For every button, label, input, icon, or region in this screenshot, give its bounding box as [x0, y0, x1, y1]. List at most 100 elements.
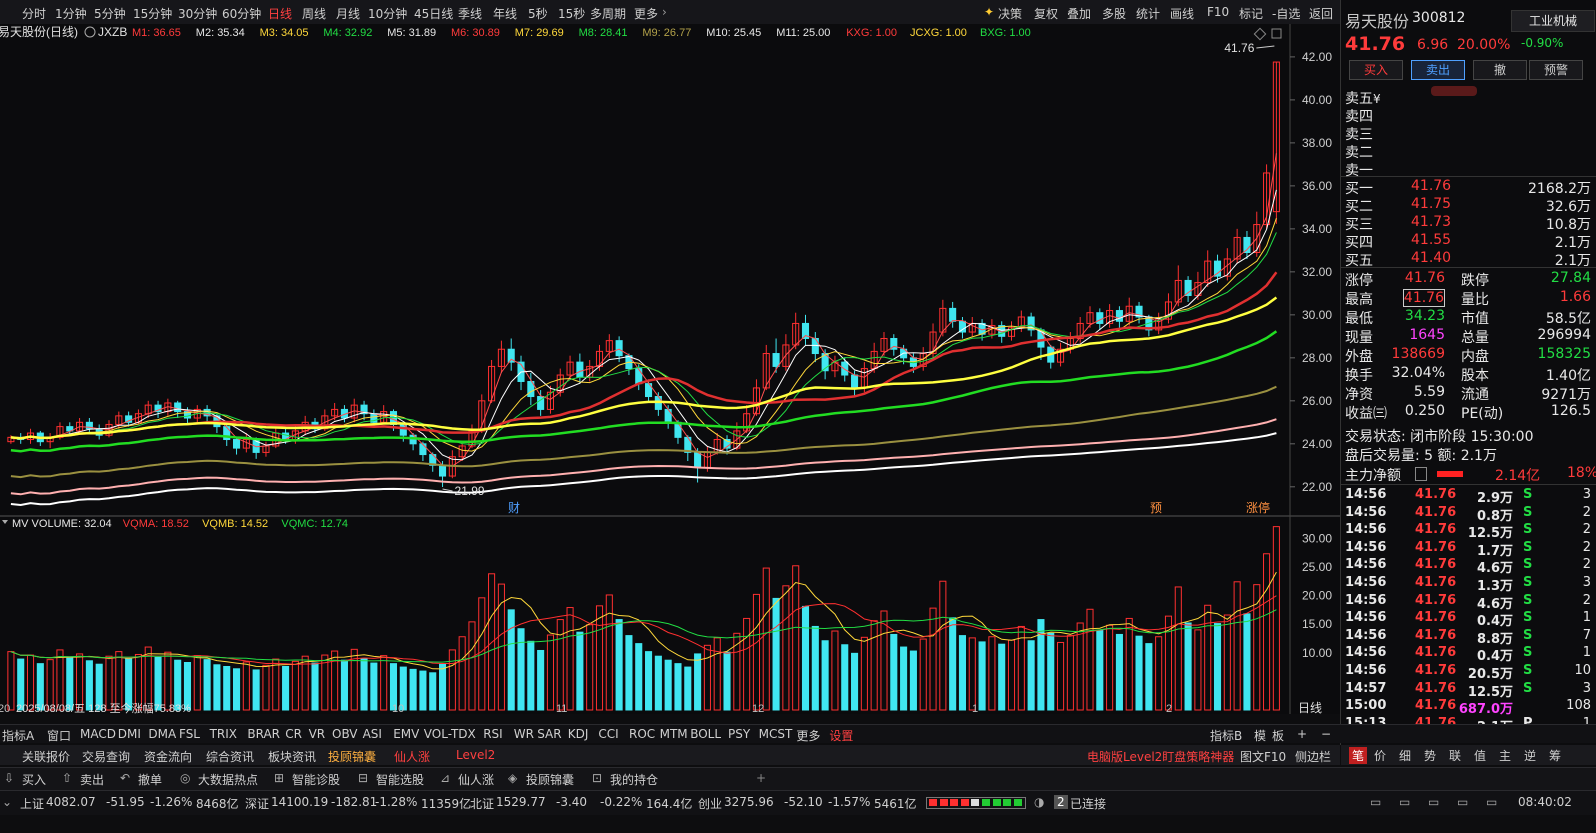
- panel-tab-0[interactable]: 笔: [1349, 747, 1368, 764]
- ask-row[interactable]: 卖一: [1345, 160, 1595, 179]
- indicator-tab-1[interactable]: 窗口: [47, 729, 72, 743]
- indicator-tab-22[interactable]: PSY: [728, 727, 751, 741]
- ask-row[interactable]: 卖四: [1345, 106, 1595, 125]
- mail-icon[interactable]: ▭: [1370, 795, 1382, 809]
- indicator-tab-16[interactable]: SAR: [537, 727, 562, 741]
- kline-chart-area[interactable]: 42.00 40.00 38.00 36.00 34.00 32.00 30.00 28.00…: [0, 24, 1340, 715]
- bid-row[interactable]: 买一 41.76 2168.2万: [1345, 178, 1595, 197]
- panel-tab-6[interactable]: 主: [1499, 749, 1512, 763]
- function-tab-1[interactable]: 交易查询: [82, 750, 131, 764]
- toolbar-button-8[interactable]: -自选: [1272, 7, 1301, 21]
- indicator-right-3[interactable]: +: [1297, 727, 1308, 741]
- add-icon[interactable]: +: [756, 771, 767, 785]
- toolbar-button-5[interactable]: 画线: [1170, 7, 1195, 21]
- toolbar-button-4[interactable]: 统计: [1136, 7, 1161, 21]
- indicator-tab-13[interactable]: VOL-TDX: [423, 727, 476, 741]
- toolbar-button-6[interactable]: F10: [1207, 5, 1230, 19]
- indicator-tab-23[interactable]: MCST: [758, 727, 793, 741]
- collapse-handle[interactable]: [1431, 86, 1477, 96]
- function-tab-3[interactable]: 综合资讯: [206, 750, 255, 764]
- indicator-tab-17[interactable]: KDJ: [567, 727, 589, 741]
- indicator-tab-8[interactable]: CR: [285, 727, 302, 741]
- timeframe-9[interactable]: 10分钟: [368, 7, 408, 21]
- indicator-tab-4[interactable]: DMA: [148, 727, 177, 741]
- panel-tab-7[interactable]: 逆: [1524, 749, 1537, 763]
- indicator-right-0[interactable]: 指标B: [1210, 729, 1243, 743]
- function-right-1[interactable]: 图文F10: [1240, 750, 1287, 764]
- function-tab-7[interactable]: Level2: [456, 748, 496, 762]
- function-tab-0[interactable]: 关联报价: [22, 750, 71, 764]
- indicator-tab-25[interactable]: 设置: [829, 729, 854, 743]
- timeframe-3[interactable]: 15分钟: [133, 7, 173, 21]
- bid-row[interactable]: 买四 41.55 2.1万: [1345, 232, 1595, 251]
- action-button-8[interactable]: 我的持仓: [610, 773, 659, 787]
- action-button-7[interactable]: 投顾锦囊: [526, 773, 575, 787]
- more-chevron-icon[interactable]: ›: [662, 5, 667, 19]
- ask-row[interactable]: 卖三: [1345, 124, 1595, 143]
- indicator-tab-18[interactable]: CCI: [598, 727, 619, 741]
- order-button-1[interactable]: 卖出: [1411, 60, 1465, 80]
- wrench-icon[interactable]: ▭: [1457, 795, 1469, 809]
- timeframe-1[interactable]: 1分钟: [55, 7, 87, 21]
- order-button-0[interactable]: 买入: [1349, 60, 1403, 80]
- speaker-icon[interactable]: ◑: [1034, 795, 1045, 809]
- timeframe-2[interactable]: 5分钟: [94, 7, 126, 21]
- function-tab-4[interactable]: 板块资讯: [268, 750, 317, 764]
- indicator-right-2[interactable]: 板: [1272, 729, 1285, 743]
- timeframe-14[interactable]: 15秒: [558, 7, 586, 21]
- indicator-tab-9[interactable]: VR: [308, 727, 326, 741]
- timeframe-15[interactable]: 多周期: [590, 7, 627, 21]
- settings-icon[interactable]: [84, 26, 96, 38]
- panel-tab-2[interactable]: 细: [1399, 749, 1412, 763]
- function-tab-5[interactable]: 投顾锦囊: [328, 750, 377, 764]
- notification-badge[interactable]: 2: [1054, 795, 1068, 809]
- camera-icon[interactable]: ▭: [1486, 795, 1498, 809]
- indicator-tab-19[interactable]: ROC: [629, 727, 656, 741]
- panel-tab-1[interactable]: 价: [1374, 749, 1387, 763]
- timeframe-13[interactable]: 5秒: [528, 7, 548, 21]
- indicator-right-4[interactable]: −: [1321, 727, 1332, 741]
- indicator-tab-5[interactable]: FSL: [179, 727, 200, 741]
- panel-tab-3[interactable]: 势: [1424, 749, 1437, 763]
- action-button-6[interactable]: 仙人涨: [458, 773, 495, 787]
- indicator-tab-2[interactable]: MACD: [80, 727, 116, 741]
- index-name[interactable]: 深证: [245, 797, 270, 811]
- bid-row[interactable]: 买五 41.40 2.1万: [1345, 250, 1595, 269]
- ask-row[interactable]: 卖二: [1345, 142, 1595, 161]
- indicator-tab-24[interactable]: 更多: [796, 729, 821, 743]
- chevron-down-icon[interactable]: ⌄: [2, 795, 13, 809]
- diamond-icon[interactable]: [1253, 27, 1267, 41]
- display-icon[interactable]: ▭: [1428, 795, 1440, 809]
- timeframe-6[interactable]: 日线: [268, 7, 293, 21]
- order-button-3[interactable]: 预警: [1529, 60, 1583, 80]
- action-button-3[interactable]: 大数据热点: [198, 773, 259, 787]
- timeframe-5[interactable]: 60分钟: [222, 7, 262, 21]
- bid-row[interactable]: 买二 41.75 32.6万: [1345, 196, 1595, 215]
- timeframe-0[interactable]: 分时: [22, 7, 47, 21]
- collapse-icon[interactable]: [2, 520, 8, 524]
- ask-row[interactable]: 卖五¥: [1345, 88, 1595, 107]
- action-button-5[interactable]: 智能选股: [376, 773, 425, 787]
- function-right-0[interactable]: 电脑版Level2盯盘策略神器: [1087, 750, 1235, 764]
- indicator-tab-20[interactable]: MTM: [659, 727, 688, 741]
- toolbar-button-9[interactable]: 返回: [1309, 7, 1334, 21]
- action-button-1[interactable]: 卖出: [80, 773, 105, 787]
- action-button-0[interactable]: 买入: [22, 773, 47, 787]
- indicator-tab-15[interactable]: WR: [513, 727, 534, 741]
- indicator-tab-14[interactable]: RSI: [483, 727, 503, 741]
- indicator-right-1[interactable]: 模: [1254, 729, 1267, 743]
- timeframe-11[interactable]: 季线: [458, 7, 483, 21]
- action-button-4[interactable]: 智能诊股: [292, 773, 341, 787]
- order-button-2[interactable]: 撤: [1473, 60, 1527, 80]
- panel-tab-5[interactable]: 值: [1474, 749, 1487, 763]
- index-name[interactable]: 上证: [20, 797, 45, 811]
- timeframe-4[interactable]: 30分钟: [178, 7, 218, 21]
- sector-label[interactable]: 工业机械: [1511, 10, 1595, 32]
- toolbar-button-1[interactable]: 复权: [1034, 7, 1059, 21]
- indicator-tab-6[interactable]: TRIX: [209, 727, 238, 741]
- toolbar-button-3[interactable]: 多股: [1102, 7, 1127, 21]
- toolbar-button-7[interactable]: 标记: [1239, 7, 1264, 21]
- indicator-tab-7[interactable]: BRAR: [247, 727, 281, 741]
- bid-row[interactable]: 买三 41.73 10.8万: [1345, 214, 1595, 233]
- indicator-tab-10[interactable]: OBV: [332, 727, 358, 741]
